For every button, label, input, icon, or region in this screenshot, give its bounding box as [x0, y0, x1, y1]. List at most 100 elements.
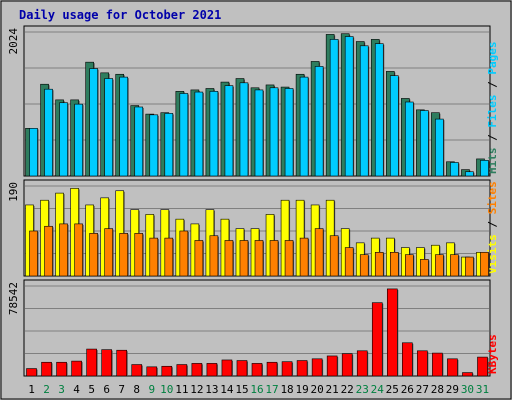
bar-files-day-21 — [329, 39, 339, 177]
bar-sites-day-22 — [344, 247, 354, 277]
bar-files-day-16 — [254, 89, 264, 177]
bar-sites-day-9 — [149, 237, 159, 277]
bar-files-day-25 — [389, 75, 399, 177]
x-tick-label: 23 — [356, 383, 369, 396]
bar-files-day-27 — [420, 110, 429, 177]
bar-files-day-13 — [209, 91, 219, 177]
bar-sites-day-3 — [59, 223, 68, 277]
bar-sites-day-29 — [450, 254, 459, 277]
bar-sites-day-28 — [435, 254, 444, 277]
x-tick-label: 2 — [43, 383, 50, 396]
legend-entry: Files — [486, 95, 499, 128]
bar-sites-day-30 — [465, 256, 474, 277]
legend-entry: / — [486, 75, 499, 95]
bar-sites-day-10 — [164, 237, 174, 277]
bar-kbytes-day-10 — [161, 365, 173, 377]
bar-files-day-17 — [269, 87, 279, 177]
panel-legend: KBytes — [486, 334, 499, 374]
bar-files-day-2 — [44, 88, 53, 177]
bar-sites-day-13 — [209, 235, 219, 277]
bar-files-day-8 — [134, 106, 144, 177]
x-tick-label: 12 — [190, 383, 203, 396]
bar-sites-day-27 — [420, 259, 429, 277]
bar-kbytes-day-8 — [131, 364, 143, 377]
bar-kbytes-day-23 — [356, 350, 368, 377]
bar-files-day-19 — [299, 76, 309, 177]
bar-kbytes-day-4 — [71, 360, 82, 377]
bar-sites-day-20 — [314, 228, 324, 277]
bar-kbytes-day-12 — [191, 363, 203, 377]
x-tick-label: 31 — [476, 383, 489, 396]
bar-files-day-31 — [480, 160, 489, 177]
panel-top: 2024 Hits / Files / Pages — [7, 25, 499, 177]
bar-kbytes-day-3 — [56, 361, 67, 377]
x-tick-label: 28 — [431, 383, 444, 396]
bar-sites-day-24 — [374, 252, 384, 277]
x-tick-label: 18 — [280, 383, 293, 396]
bar-kbytes-day-25 — [386, 288, 398, 377]
bar-sites-day-15 — [239, 240, 249, 277]
x-tick-label: 10 — [160, 383, 173, 396]
bar-kbytes-day-15 — [236, 360, 248, 377]
bar-sites-day-12 — [194, 240, 204, 277]
bar-sites-day-8 — [134, 233, 144, 277]
chart-title: Daily usage for October 2021 — [19, 8, 221, 22]
bar-kbytes-day-6 — [101, 349, 112, 377]
bar-kbytes-day-2 — [41, 361, 52, 377]
x-tick-label: 30 — [461, 383, 474, 396]
x-tick-label: 26 — [401, 383, 414, 396]
bar-kbytes-day-20 — [311, 358, 323, 377]
bar-kbytes-day-18 — [281, 361, 293, 377]
bar-files-day-28 — [435, 118, 444, 177]
bar-files-day-5 — [89, 68, 98, 177]
bar-files-day-18 — [284, 88, 294, 177]
bar-files-day-14 — [224, 85, 234, 177]
x-tick-label: 25 — [386, 383, 399, 396]
bar-files-day-26 — [405, 101, 414, 177]
y-max-label: 78542 — [7, 282, 20, 315]
bar-files-day-6 — [104, 78, 113, 177]
bar-kbytes-day-29 — [447, 358, 458, 377]
day-tick-labels: 1 2 3 4 5 6 7 8 9 10 11 12 13 14 15 16 17 18 19 20 21 22 23 24 2… — [28, 383, 489, 396]
x-tick-label: 7 — [118, 383, 125, 396]
bar-sites-day-6 — [104, 228, 113, 277]
legend-entry: KBytes — [486, 334, 499, 374]
x-tick-label: 14 — [220, 383, 234, 396]
bar-kbytes-day-17 — [266, 361, 278, 377]
bar-files-day-11 — [179, 93, 189, 177]
panel-middle: 190 Visits / Sites — [7, 179, 499, 277]
bar-kbytes-day-26 — [402, 342, 413, 377]
bar-kbytes-day-30 — [462, 372, 473, 377]
x-tick-label: 24 — [371, 383, 385, 396]
bar-sites-day-17 — [269, 240, 279, 277]
bar-kbytes-day-21 — [326, 355, 338, 377]
x-tick-label: 16 — [250, 383, 263, 396]
x-tick-label: 6 — [103, 383, 110, 396]
legend-entry: / — [486, 214, 499, 234]
bar-kbytes-day-19 — [296, 360, 308, 377]
panel-legend: Hits / Files / Pages — [486, 42, 499, 175]
bar-kbytes-day-27 — [417, 350, 428, 377]
bar-sites-day-16 — [254, 240, 264, 277]
panel-bottom: 78542 KBytes — [7, 279, 499, 377]
x-tick-label: 9 — [148, 383, 155, 396]
x-tick-label: 8 — [133, 383, 140, 396]
x-tick-label: 15 — [235, 383, 248, 396]
x-tick-label: 27 — [416, 383, 429, 396]
bar-sites-day-14 — [224, 240, 234, 277]
x-tick-label: 5 — [88, 383, 95, 396]
x-tick-label: 20 — [311, 383, 324, 396]
bar-sites-day-23 — [359, 254, 369, 277]
bar-sites-day-19 — [299, 237, 309, 277]
bar-sites-day-11 — [179, 230, 189, 277]
bar-files-day-15 — [239, 82, 249, 177]
bar-kbytes-day-14 — [221, 359, 233, 377]
x-tick-label: 4 — [73, 383, 80, 396]
bar-sites-day-1 — [29, 230, 38, 277]
bar-files-day-9 — [149, 114, 159, 177]
bar-files-day-22 — [344, 36, 354, 177]
